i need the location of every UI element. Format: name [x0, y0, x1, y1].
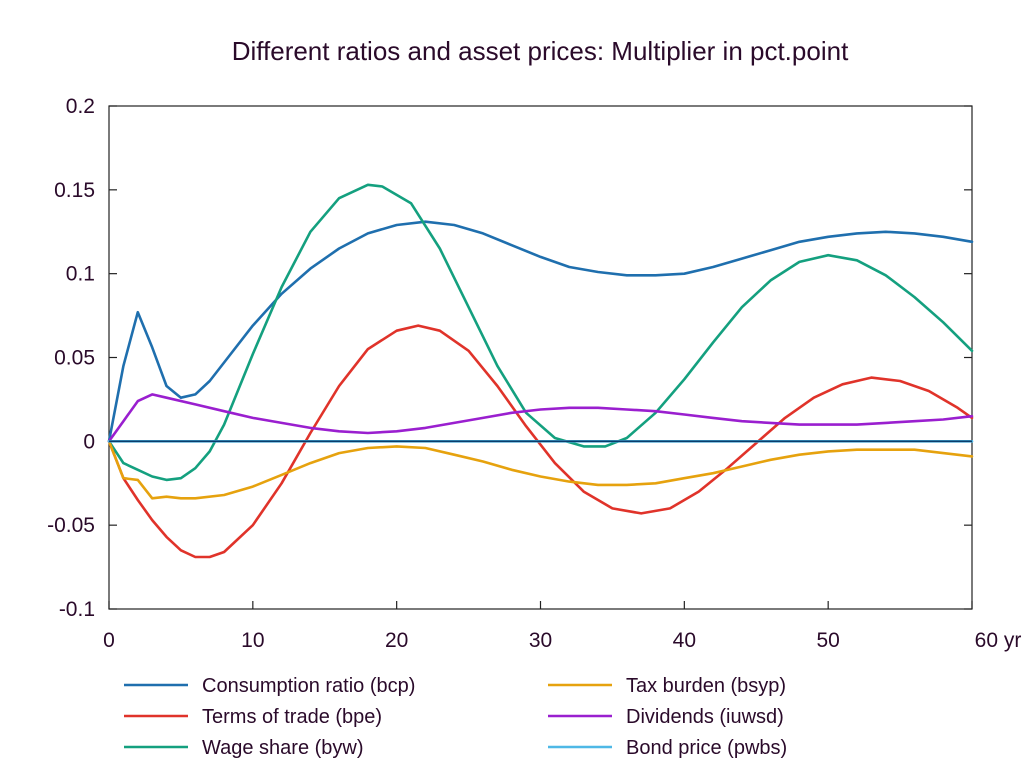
x-tick-label: 50: [816, 629, 839, 652]
chart-title: Different ratios and asset prices: Multi…: [232, 36, 849, 66]
x-tick-label: 60 yr: [975, 629, 1022, 652]
x-tick-label: 0: [103, 629, 115, 652]
y-tick-label: 0.05: [54, 347, 95, 370]
legend-label-5: Dividends (iuwsd): [626, 706, 784, 728]
legend-label-1: Consumption ratio (bcp): [202, 675, 415, 697]
y-tick-label: 0.2: [66, 95, 95, 118]
y-tick-label: 0: [83, 430, 95, 453]
y-tick-label: 0.15: [54, 179, 95, 202]
legend-label-2: Terms of trade (bpe): [202, 706, 382, 728]
y-tick-label: 0.1: [66, 263, 95, 286]
x-tick-label: 40: [673, 629, 696, 652]
y-tick-label: -0.05: [47, 514, 95, 537]
series-line-5: [107, 393, 974, 443]
y-tick-label: -0.1: [59, 598, 95, 621]
legend: Consumption ratio (bcp) Terms of trade (b…: [124, 675, 787, 759]
x-tick-label: 30: [529, 629, 552, 652]
series-line-2: [107, 324, 974, 559]
x-tick-label: 20: [385, 629, 408, 652]
legend-label-4: Tax burden (bsyp): [626, 675, 786, 697]
plot-frame: [108, 105, 973, 610]
x-tick-label: 10: [241, 629, 264, 652]
series-line-4: [107, 439, 974, 500]
legend-label-6: Bond price (pwbs): [626, 737, 787, 759]
plot-area: -0.1 -0.05 0 0.05 0.1 0.15 0.2 0 10 20 30 40 50 60 yr: [47, 95, 1021, 652]
legend-label-3: Wage share (byw): [202, 737, 364, 759]
series-line-3: [107, 183, 974, 482]
series-line-1: [107, 220, 974, 443]
